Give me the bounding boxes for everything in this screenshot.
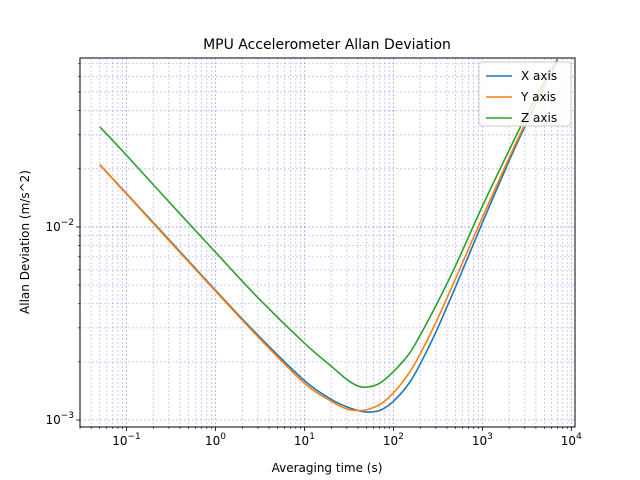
legend-box bbox=[478, 61, 572, 127]
legend-label-z-axis: Z axis bbox=[521, 111, 557, 125]
series-line-z-axis bbox=[99, 58, 559, 389]
x-tick-label: 102 bbox=[383, 432, 404, 448]
series-line-y-axis bbox=[99, 59, 559, 412]
x-tick-label: 10−1 bbox=[112, 432, 141, 448]
tick-layer: 10−1 100 101 102 103 104 10−3 10−2 bbox=[45, 63, 582, 448]
legend-label-y-axis: Y axis bbox=[520, 90, 556, 104]
y-tick-label: 10−2 bbox=[45, 218, 74, 234]
x-axis-label: Averaging time (s) bbox=[272, 461, 383, 475]
x-tick-label: 104 bbox=[561, 432, 582, 448]
y-axis-label: Allan Deviation (m/s^2) bbox=[18, 170, 32, 314]
legend: X axis Y axis Z axis bbox=[478, 61, 572, 127]
x-tick-label: 101 bbox=[294, 432, 315, 448]
x-tick-label: 100 bbox=[205, 432, 226, 448]
y-tick-label: 10−3 bbox=[45, 411, 74, 427]
series-layer bbox=[99, 58, 559, 413]
plot-frame bbox=[79, 57, 576, 428]
legend-label-x-axis: X axis bbox=[521, 69, 557, 83]
chart-title: MPU Accelerometer Allan Deviation bbox=[203, 37, 451, 53]
x-tick-label: 103 bbox=[472, 432, 493, 448]
